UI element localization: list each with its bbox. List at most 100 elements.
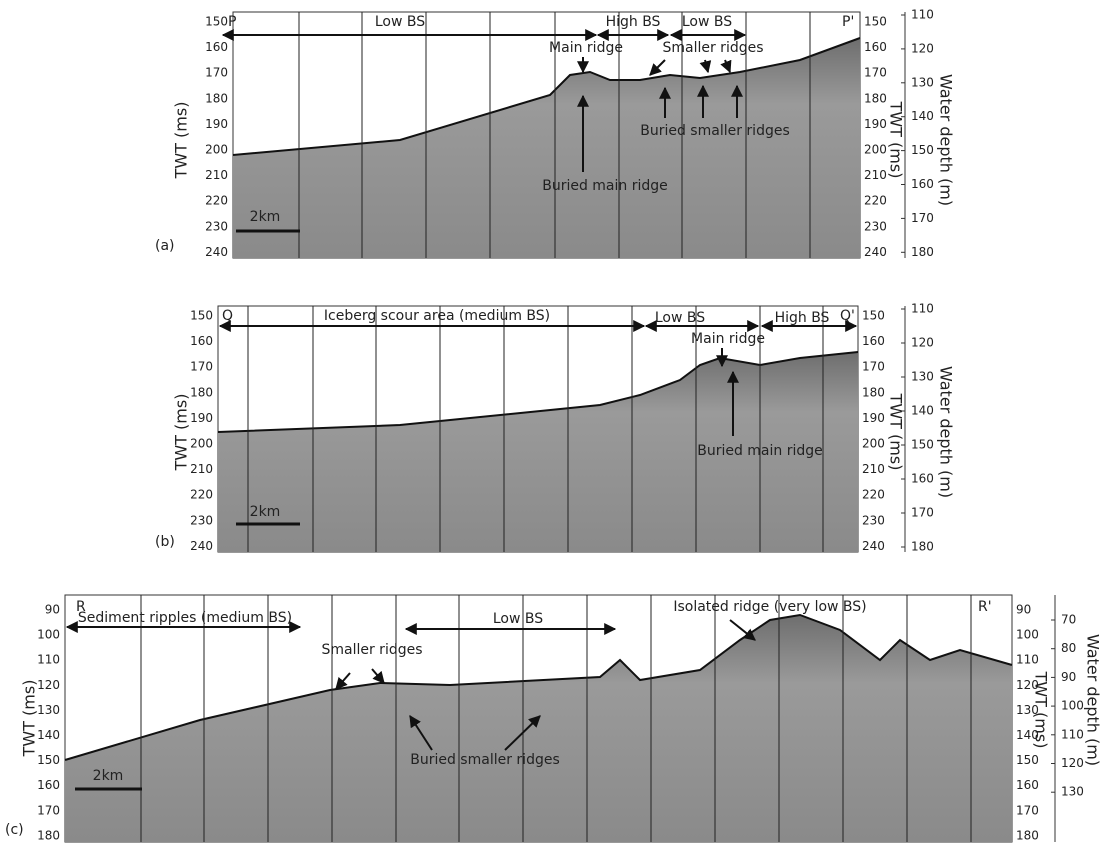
y-tick-label: 170 [190,360,213,374]
annotation: Buried smaller ridges [410,752,560,768]
axis-title: TWT (ms) [20,680,39,758]
depth-tick-label: 120 [911,336,934,350]
y2-tick-label: 180 [864,91,887,105]
scale-bar-label: 2km [93,768,124,784]
axis-title: TWT (ms) [887,101,906,179]
zone-label: Low BS [493,611,543,627]
y-tick-label: 130 [37,703,60,717]
axis-title: Water depth (m) [937,366,956,498]
y2-tick-label: 170 [862,360,885,374]
y-tick-label: 220 [190,488,213,502]
y2-tick-label: 180 [862,385,885,399]
y2-tick-label: 120 [1016,678,1039,692]
y-tick-label: 190 [190,411,213,425]
depth-tick-label: 90 [1061,670,1076,684]
depth-tick-label: 170 [911,506,934,520]
y2-tick-label: 240 [862,539,885,553]
zone-label: Low BS [682,14,732,30]
y2-tick-label: 230 [864,219,887,233]
zone-label: High BS [775,310,830,326]
y2-tick-label: 150 [864,15,887,29]
annotation: Main ridge [691,331,765,347]
y-tick-label: 180 [190,385,213,399]
seismic-section [65,615,1012,842]
y2-tick-label: 200 [864,143,887,157]
y-tick-label: 240 [190,539,213,553]
axis-title: TWT (ms) [172,394,191,472]
y2-tick-label: 190 [864,117,887,131]
depth-tick-label: 110 [911,8,934,22]
grid [298,12,811,258]
y-tick-label: 200 [190,437,213,451]
y-tick-label: 110 [37,653,60,667]
depth-tick-label: 120 [1061,756,1084,770]
profile-start: Q [222,308,233,324]
panel-c: R R' Sediment ripples (medium BS) Low BS… [5,594,1103,843]
y-tick-label: 210 [190,462,213,476]
zone-label: Iceberg scour area (medium BS) [324,308,550,324]
y-tick-label: 100 [37,628,60,642]
profile-end: Q' [840,308,855,324]
y2-tick-label: 130 [1016,703,1039,717]
y-tick-label: 190 [205,117,228,131]
axis-title: TWT (ms) [887,393,906,471]
y-tick-label: 120 [37,678,60,692]
depth-tick-label: 150 [911,438,934,452]
panel-label: (a) [155,238,175,254]
depth-tick-label: 180 [911,540,934,554]
depth-tick-label: 180 [911,245,934,259]
y-tick-label: 180 [205,91,228,105]
y-tick-label: 140 [37,728,60,742]
annotation: Buried main ridge [542,178,668,194]
arrows [218,320,858,526]
y2-tick-label: 140 [1016,728,1039,742]
annotation: Main ridge [549,40,623,56]
y2-tick-label: 170 [1016,803,1039,817]
y2-tick-label: 220 [862,488,885,502]
axis-title: TWT (ms) [172,102,191,180]
y-tick-label: 150 [190,309,213,323]
y-tick-label: 200 [205,143,228,157]
zone-label: Low BS [655,310,705,326]
y-tick-label: 210 [205,168,228,182]
y-tick-label: 150 [37,753,60,767]
depth-tick-label: 150 [911,143,934,157]
depth-tick-label: 130 [1061,785,1084,799]
depth-tick-label: 130 [911,370,934,384]
y-tick-label: 150 [205,15,228,29]
y2-tick-label: 160 [864,40,887,54]
depth-tick-label: 140 [911,109,934,123]
y2-tick-label: 170 [864,66,887,80]
y-tick-label: 170 [205,66,228,80]
zone-label: Sediment ripples (medium BS) [78,610,292,626]
profile-start: R [76,599,86,615]
grid [140,595,972,842]
panel-label: (b) [155,534,175,550]
annotation: Smaller ridges [321,642,422,658]
seabed [232,37,861,156]
y-tick-label: 170 [37,803,60,817]
panel-a: P P' Low BS High BS Low BS Main ridge Sm… [155,11,956,259]
panel-b: Q Q' Iceberg scour area (medium BS) Low … [155,305,956,553]
scale-bar-label: 2km [250,504,281,520]
y-tick-label: 230 [190,513,213,527]
y2-tick-label: 160 [1016,778,1039,792]
y2-tick-label: 90 [1016,603,1031,617]
annotation: Isolated ridge (very low BS) [673,599,866,615]
y2-tick-label: 230 [862,513,885,527]
depth-tick-label: 130 [911,75,934,89]
y2-tick-label: 210 [862,462,885,476]
depth-tick-label: 70 [1061,613,1076,627]
depth-tick-label: 140 [911,404,934,418]
y-tick-label: 220 [205,194,228,208]
axis-title: TWT (ms) [1032,671,1051,749]
y-tick-label: 90 [45,603,60,617]
depth-tick-label: 120 [911,41,934,55]
axis-title: Water depth (m) [937,74,956,206]
depth-tick-label: 80 [1061,641,1076,655]
y2-tick-label: 150 [1016,753,1039,767]
annotation: Buried smaller ridges [640,123,790,139]
annotation: Smaller ridges [662,40,763,56]
depth-tick-label: 170 [911,211,934,225]
